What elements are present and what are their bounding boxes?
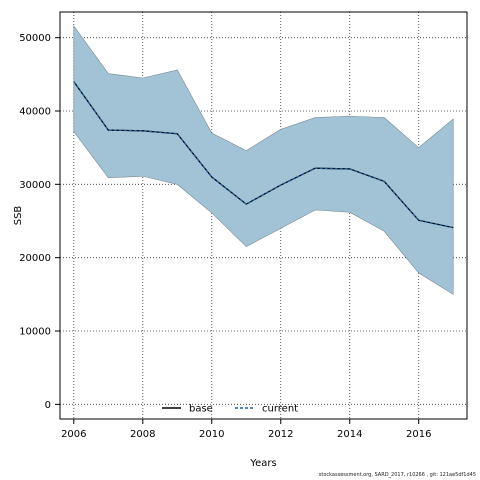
plot-frame [59,11,468,420]
legend: base current [162,404,298,415]
y-axis-label: SSB [13,206,24,226]
series-layer [73,81,454,229]
x-tick-label: 2012 [268,429,293,440]
series-line-current [73,81,454,229]
x-tick-label: 2010 [199,429,224,440]
x-axis-ticks: 2006 2008 2010 2012 2014 2016 [61,419,431,440]
legend-label-base: base [189,404,213,415]
x-tick-label: 2016 [406,429,431,440]
confidence-band [73,25,454,295]
y-tick-label: 20000 [19,253,51,264]
y-tick-label: 50000 [19,33,51,44]
y-tick-label: 10000 [19,327,51,338]
x-tick-label: 2014 [337,429,362,440]
y-axis-ticks: 0 10000 20000 30000 40000 50000 [19,33,60,411]
confidence-band-layer [73,25,454,295]
legend-label-current: current [262,404,298,415]
y-tick-label: 30000 [19,180,51,191]
x-tick-label: 2006 [61,429,86,440]
x-tick-label: 2008 [130,429,155,440]
footnote: stockassessment.org, SARD_2017, r10266 ,… [318,472,476,478]
x-axis-label: Years [249,458,276,469]
y-tick-label: 0 [45,400,51,411]
y-tick-label: 40000 [19,107,51,118]
